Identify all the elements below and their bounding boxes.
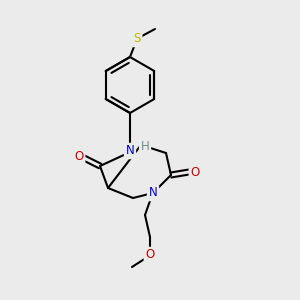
Text: N: N bbox=[126, 145, 134, 158]
Text: O: O bbox=[146, 248, 154, 262]
Text: O: O bbox=[74, 149, 84, 163]
Text: N: N bbox=[148, 187, 158, 200]
Text: H: H bbox=[141, 140, 149, 154]
Text: O: O bbox=[190, 166, 200, 178]
Text: S: S bbox=[133, 32, 141, 46]
